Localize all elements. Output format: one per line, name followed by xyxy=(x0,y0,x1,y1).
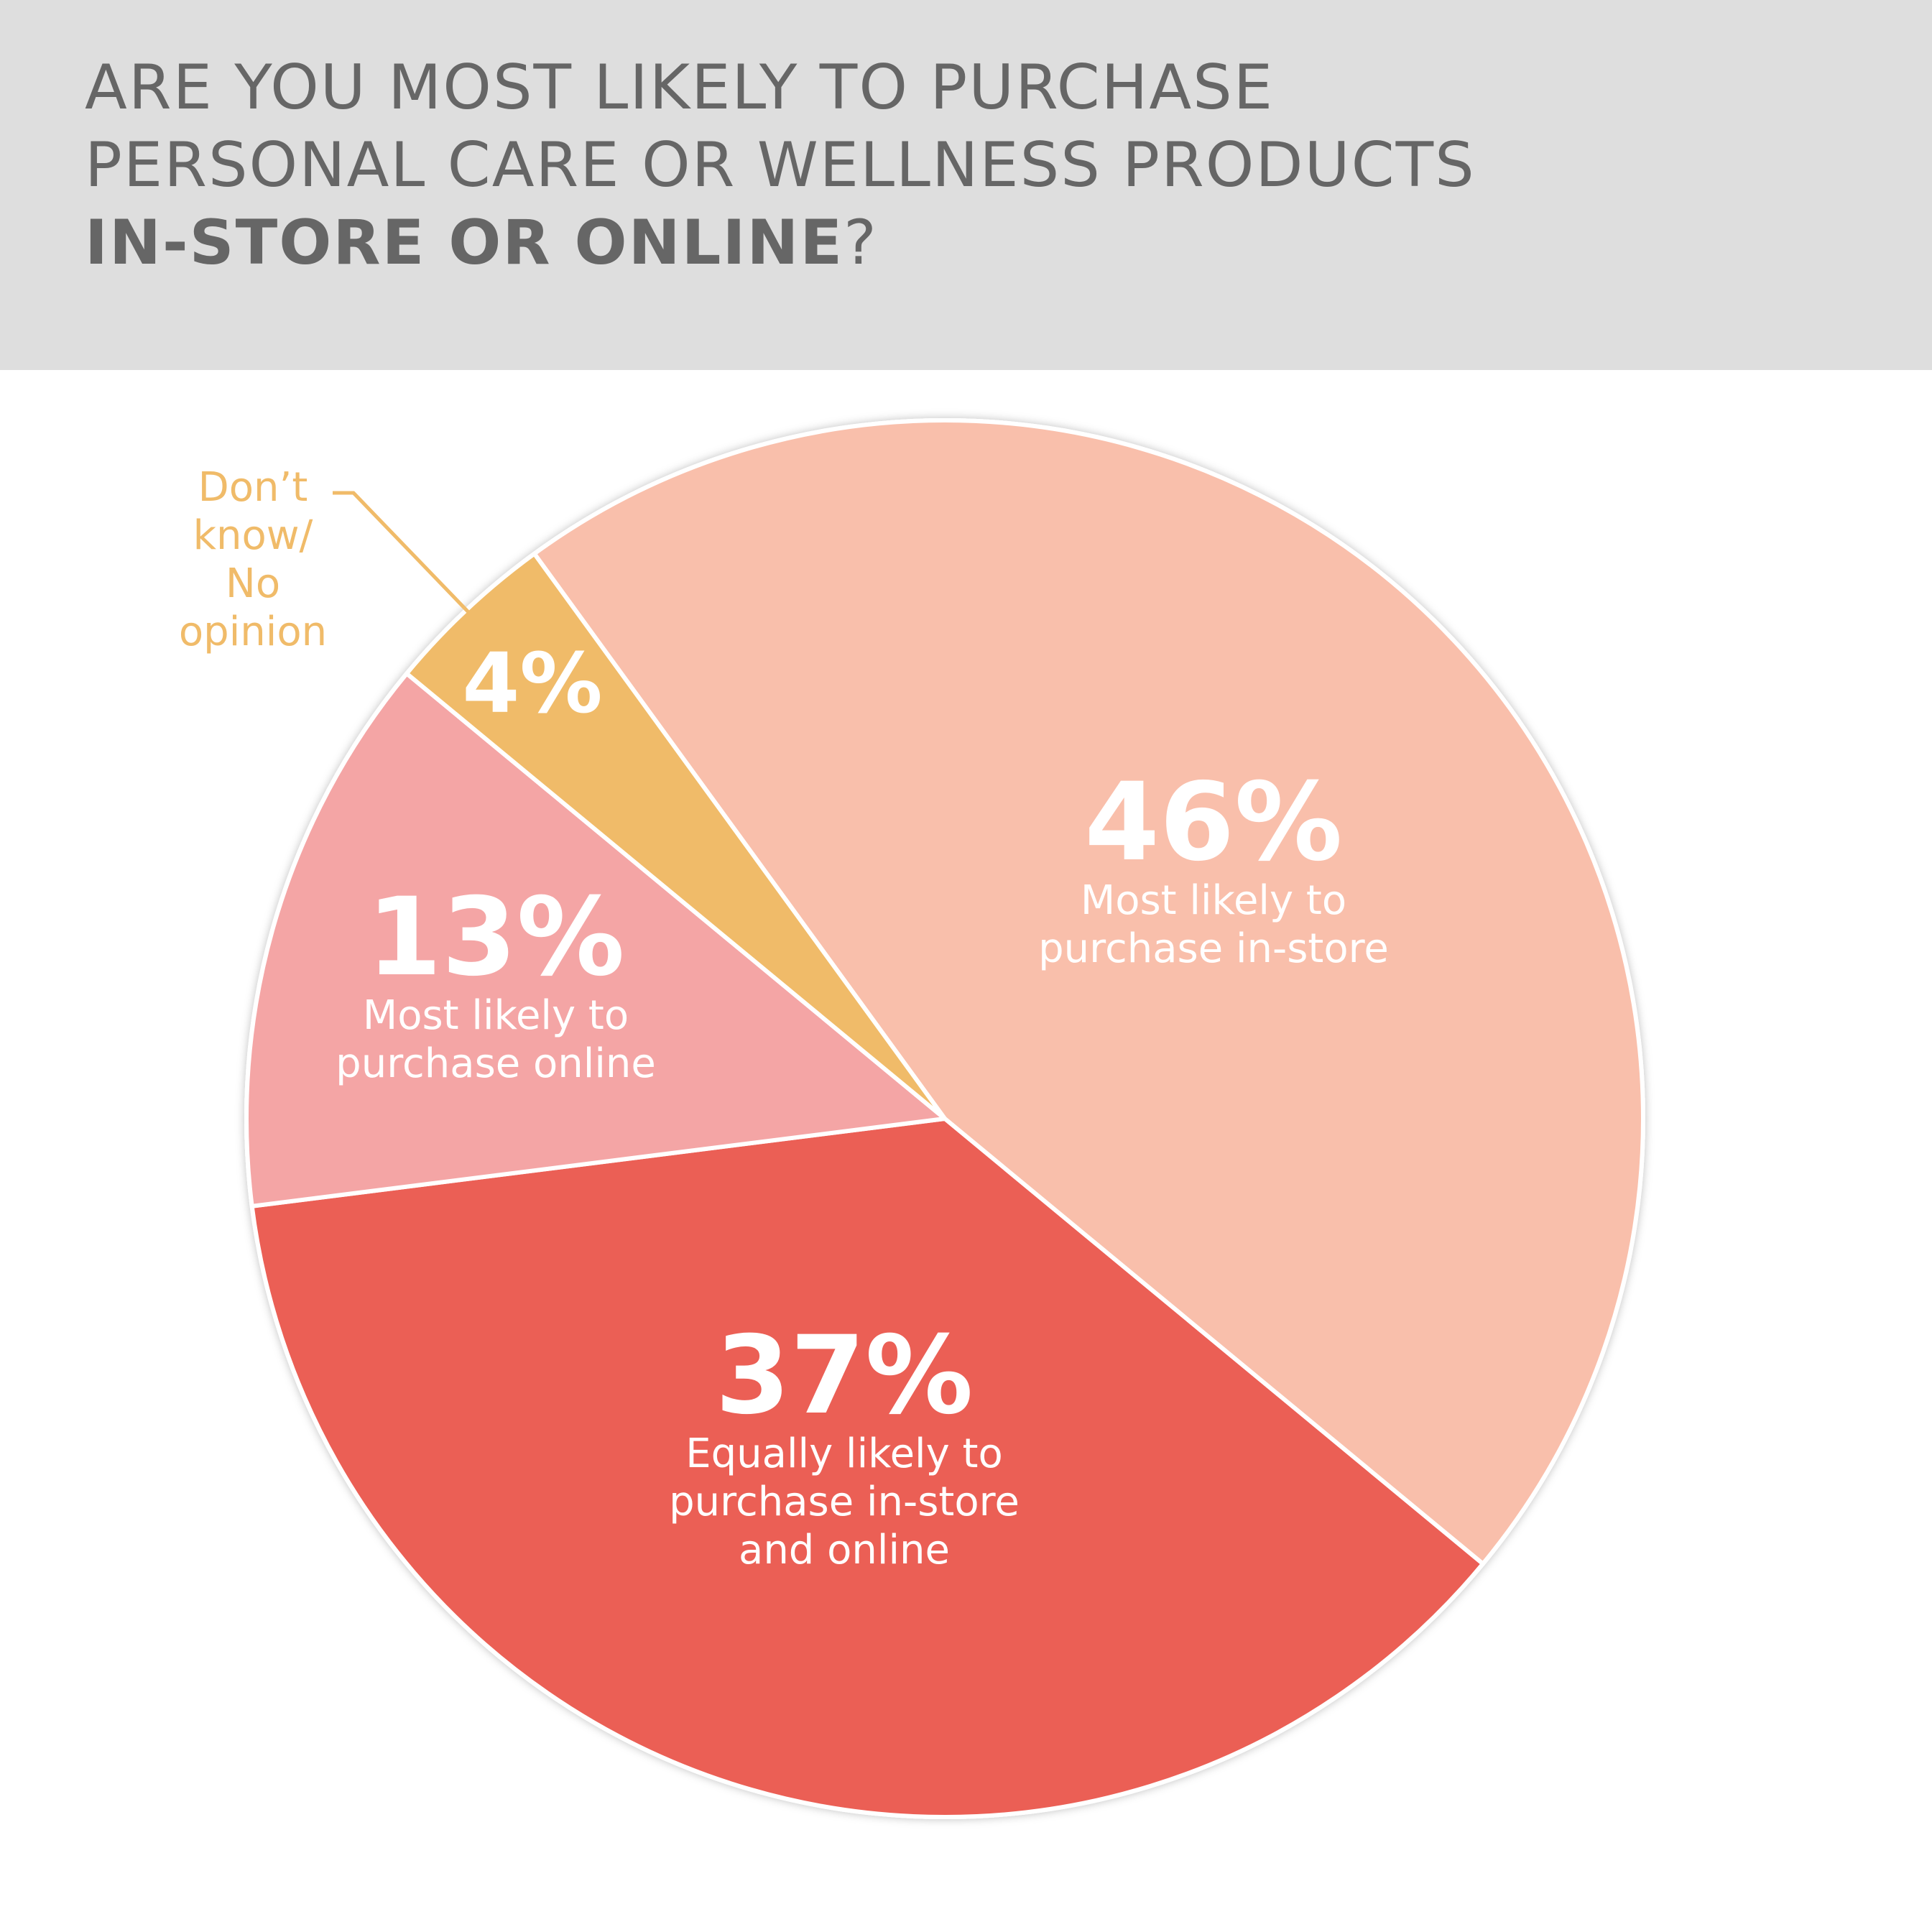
category-label: Most likely to purchase online xyxy=(336,992,656,1087)
title-emphasis: IN-STORE OR ONLINE xyxy=(85,207,844,279)
title-end: ? xyxy=(843,207,878,279)
title-line: IN-STORE OR ONLINE? xyxy=(85,204,1476,282)
value-label: 46% xyxy=(1084,760,1343,885)
pie-slice xyxy=(532,418,1646,1566)
slice-label: 13% Most likely to purchase online xyxy=(302,884,690,1088)
category-label: Equally likely to purchase in-store and … xyxy=(669,1430,1020,1573)
title-line: PERSONAL CARE OR WELLNESS PRODUCTS xyxy=(85,129,1476,201)
slice-label: 4% xyxy=(462,643,602,726)
category-label: Most likely to purchase in-store xyxy=(1038,877,1389,972)
category-label: Don’t know/ No opinion xyxy=(178,464,328,655)
title-line: ARE YOU MOST LIKELY TO PURCHASE xyxy=(85,52,1275,124)
header: ARE YOU MOST LIKELY TO PURCHASE PERSONAL… xyxy=(0,0,1932,370)
pie-slice xyxy=(244,671,947,1208)
leader-line xyxy=(333,491,470,614)
value-label: 4% xyxy=(462,636,603,732)
pie xyxy=(244,418,1646,1820)
chart-title: ARE YOU MOST LIKELY TO PURCHASE PERSONAL… xyxy=(85,49,1476,282)
slice-label: 46% Most likely to purchase in-store xyxy=(1005,769,1422,973)
slice-label: 37% Equally likely to purchase in-store a… xyxy=(629,1322,1060,1574)
pie-slice xyxy=(249,1117,1485,1820)
value-label: 13% xyxy=(366,875,625,1000)
value-label: 37% xyxy=(715,1313,974,1438)
